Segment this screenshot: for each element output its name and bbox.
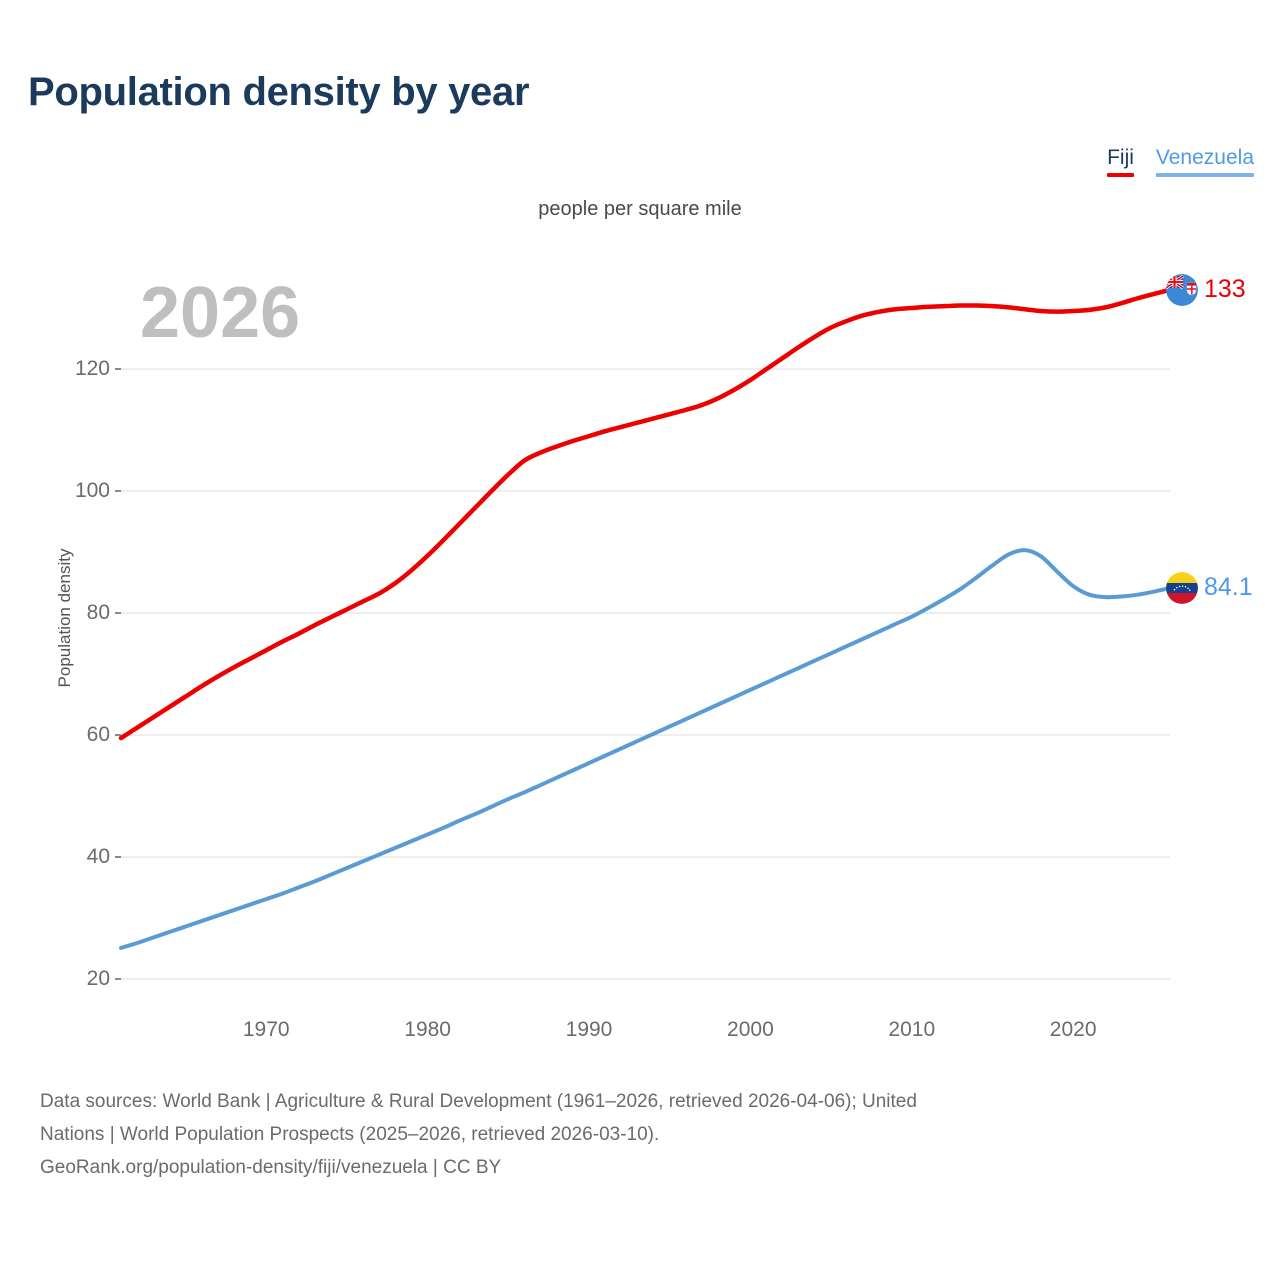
page-title: Population density by year (28, 70, 530, 114)
legend-rule-fiji (1107, 173, 1134, 177)
fiji-flag-icon (1166, 273, 1198, 306)
x-tick-label: 2000 (727, 1018, 774, 1041)
end-label-venezuela-value: 84.1 (1204, 573, 1253, 602)
y-tick-label: 80 (86, 601, 110, 624)
y-tick-label: 60 (86, 723, 110, 746)
venezuela-flag-icon (1166, 571, 1198, 604)
x-tick-label: 1970 (242, 1018, 290, 1041)
x-tick-label: 2020 (1049, 1018, 1097, 1041)
y-tick-label: 120 (74, 357, 110, 380)
x-tick-label: 1990 (565, 1018, 613, 1041)
legend-label-fiji: Fiji (1107, 146, 1134, 169)
gridlines (121, 368, 1170, 980)
end-label-fiji-value: 133 (1204, 275, 1246, 304)
legend-rule-venezuela (1155, 173, 1254, 177)
legend-label-venezuela: Venezuela (1155, 146, 1254, 169)
y-tick-label: 100 (74, 479, 110, 502)
line-fiji (118, 287, 1173, 741)
footer-line-2: Nations | World Population Prospects (20… (40, 1124, 660, 1145)
axis-tickmarks (115, 368, 121, 980)
y-tick-label: 40 (86, 845, 110, 868)
x-tick-label: 1980 (404, 1018, 451, 1041)
line-venezuela (119, 548, 1172, 950)
legend-item-fiji[interactable]: Fiji (1107, 146, 1134, 177)
x-tick-label: 2010 (888, 1018, 936, 1041)
legend-item-venezuela[interactable]: Venezuela (1155, 146, 1254, 177)
legend: Fiji Venezuela (1107, 146, 1254, 177)
footer-line-3: GeoRank.org/population-density/fiji/vene… (40, 1157, 502, 1178)
footer-sources: Data sources: World Bank | Agriculture &… (40, 1085, 1260, 1184)
end-label-venezuela: 84.1 (1166, 571, 1253, 604)
year-watermark: 2026 (140, 273, 301, 353)
y-tick-label: 20 (86, 967, 110, 990)
end-label-fiji: 133 (1166, 273, 1246, 306)
chart-subtitle: people per square mile (538, 198, 742, 220)
footer-line-1: Data sources: World Bank | Agriculture &… (40, 1091, 917, 1112)
